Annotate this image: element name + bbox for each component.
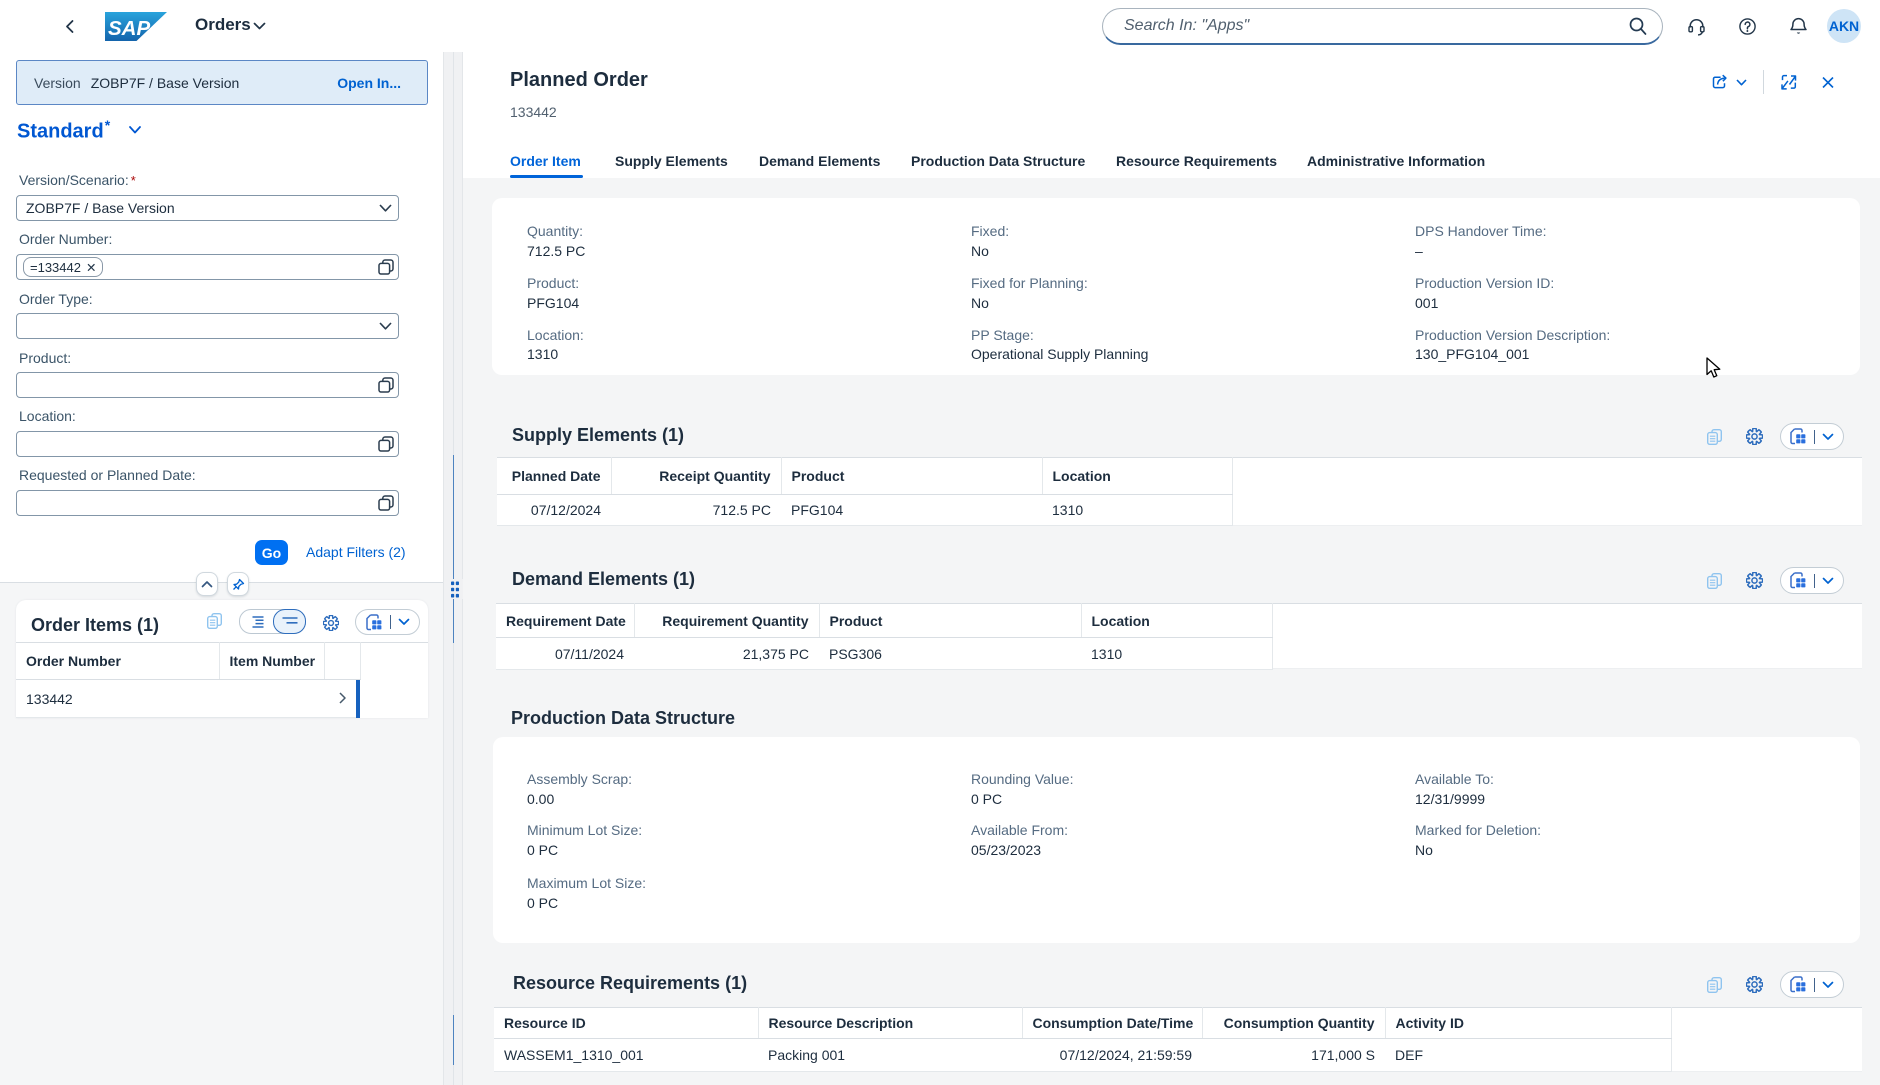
svg-text:SAP: SAP bbox=[108, 17, 150, 40]
